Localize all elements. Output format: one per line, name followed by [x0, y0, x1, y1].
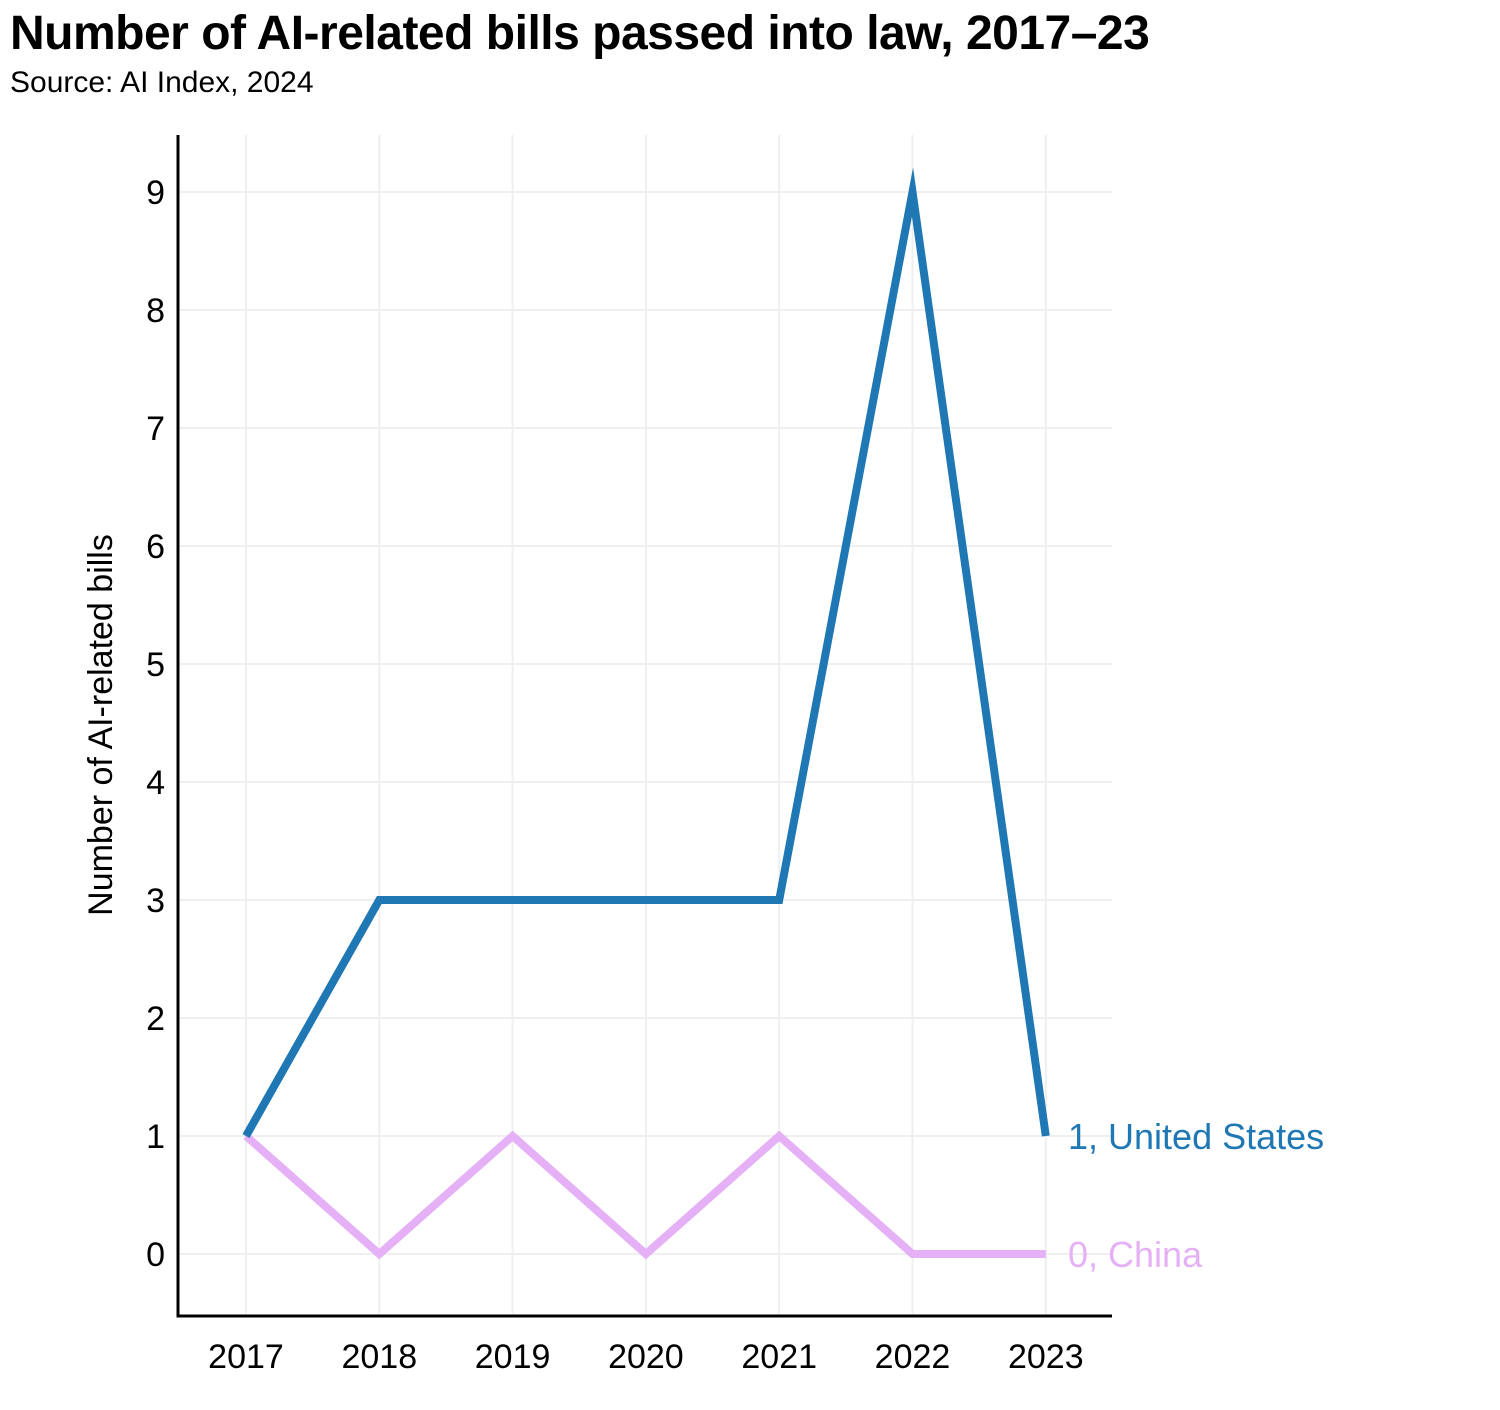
- y-tick-label: 3: [146, 882, 165, 920]
- x-tick-label: 2020: [608, 1338, 684, 1376]
- x-tick-label: 2022: [875, 1338, 951, 1376]
- series-line-china: [243, 1130, 1046, 1260]
- chart-title: Number of AI-related bills passed into l…: [10, 7, 1150, 60]
- end-label-united-states: 1, United States: [1068, 1116, 1324, 1157]
- gridlines: [180, 135, 1112, 1314]
- series-end-labels: 1, United States 0, China: [1068, 1116, 1324, 1275]
- chart-subtitle: Source: AI Index, 2024: [10, 66, 314, 99]
- y-axis-title: Number of AI-related bills: [82, 534, 120, 916]
- y-tick-label: 9: [146, 174, 165, 212]
- y-tick-label: 1: [146, 1118, 165, 1156]
- y-tick-label: 6: [146, 528, 165, 566]
- x-tick-label: 2018: [341, 1338, 417, 1376]
- x-tick-label: 2021: [741, 1338, 817, 1376]
- y-tick-label: 4: [146, 764, 165, 802]
- y-tick-label: 8: [146, 292, 165, 330]
- series-line-united-states: [242, 167, 1050, 1138]
- series-lines: [242, 167, 1050, 1260]
- x-tick-label: 2017: [208, 1338, 284, 1376]
- end-label-china: 0, China: [1068, 1234, 1203, 1275]
- y-tick-label: 0: [146, 1236, 165, 1274]
- y-tick-label: 2: [146, 1000, 165, 1038]
- x-tick-label: 2019: [475, 1338, 551, 1376]
- axes: [176, 135, 1112, 1318]
- x-tick-label: 2023: [1008, 1338, 1084, 1376]
- tick-labels: 0 1 2 3 4 5 6 7 8 9 2017 2018 2019 2020 2021 2022 2023: [146, 174, 1084, 1376]
- y-tick-label: 5: [146, 646, 165, 684]
- y-tick-label: 7: [146, 410, 165, 448]
